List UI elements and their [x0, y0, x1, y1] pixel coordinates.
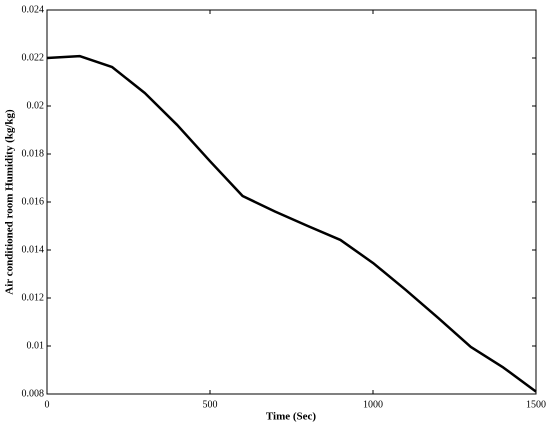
y-tick-label: 0.014	[22, 244, 45, 255]
x-axis-label: Time (Sec)	[266, 411, 317, 423]
y-tick-label: 0.008	[22, 388, 45, 399]
line	[46, 54, 537, 393]
plot-frame	[46, 9, 537, 395]
x-tick-label: 1500	[526, 399, 546, 410]
y-axis-label: Air conditioned room Humidity (kg/kg)	[4, 109, 16, 295]
y-tick-label: 0.016	[22, 196, 45, 207]
y-tick-label: 0.022	[22, 52, 45, 63]
y-tick-label: 0.024	[22, 4, 45, 15]
x-tick-label: 500	[203, 399, 218, 410]
y-tick-label: 0.018	[22, 148, 45, 159]
x-tick-label: 0	[45, 399, 50, 410]
x-tick-label: 1000	[363, 399, 383, 410]
y-tick-label: 0.012	[22, 292, 45, 303]
y-tick-label: 0.01	[27, 340, 45, 351]
y-tick-label: 0.02	[27, 100, 45, 111]
